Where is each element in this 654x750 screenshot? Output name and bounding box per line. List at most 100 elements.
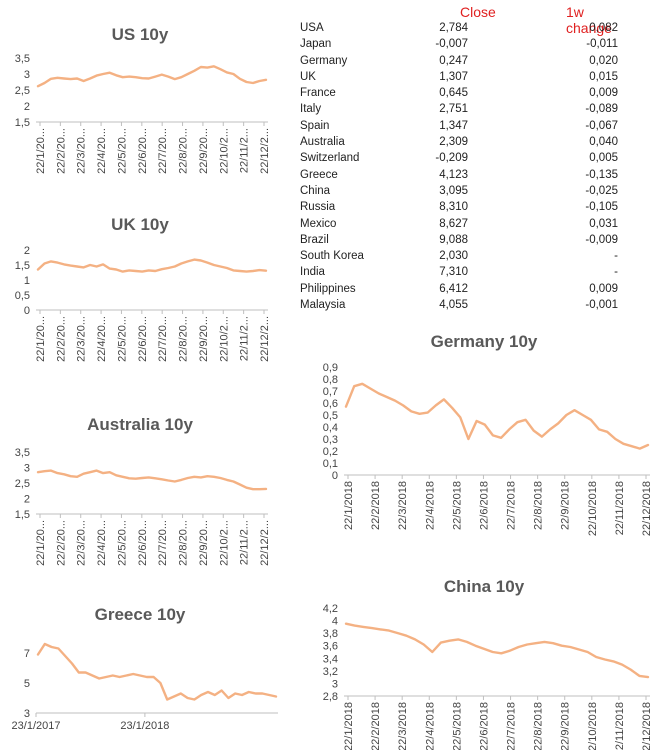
- x-tick-label: 23/1/2018: [120, 720, 169, 732]
- country-cell: South Korea: [300, 250, 364, 263]
- x-tick-label: 22/6/20...: [137, 520, 149, 566]
- country-cell: Italy: [300, 103, 322, 116]
- y-tick-label: 0,2: [323, 446, 338, 458]
- change-cell: -0,067: [585, 119, 618, 132]
- x-tick-label: 22/11/2018: [614, 702, 626, 750]
- table-row: USA 2,784 0,082: [298, 22, 628, 38]
- change-cell: -0,011: [586, 38, 618, 51]
- y-tick-label: 3,6: [323, 641, 338, 653]
- table-row: Brazil 9,088 -0,009: [298, 234, 628, 250]
- x-tick-label: 22/3/2018: [397, 702, 409, 750]
- close-cell: -0,007: [435, 38, 468, 51]
- y-tick-label: 0,3: [323, 434, 338, 446]
- x-tick-label: 22/2/20...: [55, 520, 67, 566]
- change-cell: -: [614, 266, 618, 279]
- close-cell: 2,784: [439, 22, 468, 34]
- x-tick-label: 22/10/2...: [218, 316, 230, 362]
- y-tick-label: 0,6: [323, 398, 338, 410]
- x-tick-label: 22/9/20...: [198, 128, 210, 174]
- x-tick-label: 22/6/20...: [137, 316, 149, 362]
- close-cell: 1,307: [439, 70, 468, 83]
- y-tick-label: 4,2: [323, 603, 338, 615]
- china-10y-chart: China 10y 2,8 3 3,2 3,4 3,6 3,8 4 4,2 22/1/2018 22…: [292, 570, 654, 750]
- x-tick-label: 22/2/2018: [370, 481, 382, 530]
- x-tick-label: 22/7/2018: [506, 702, 518, 750]
- y-tick-label: 0,4: [323, 422, 338, 434]
- germany-chart-svg: Germany 10y 00,10,20,30,40,50,60,70,80,9 2…: [323, 332, 653, 536]
- x-tick-label: 22/12/2...: [259, 520, 271, 566]
- y-tick-label: 0: [332, 470, 338, 482]
- y-tick-label: 3: [24, 463, 30, 475]
- x-tick-label: 22/10/2018: [587, 702, 599, 750]
- x-tick-label: 22/12/2...: [259, 316, 271, 362]
- chart-title: Germany 10y: [431, 332, 538, 351]
- close-cell: 2,751: [439, 103, 468, 116]
- change-cell: 0,015: [589, 70, 618, 83]
- y-tick-label: 1,5: [15, 260, 30, 272]
- table-row: Australia 2,309 0,040: [298, 136, 628, 152]
- x-tick-label: 22/8/2018: [533, 702, 545, 750]
- x-tick-label: 22/3/20...: [76, 520, 88, 566]
- y-tick-label: 0,7: [323, 386, 338, 398]
- germany-10y-chart: Germany 10y 0 0,1 0,2 0,3 0,4 0,5 0,6 0,7 0,8 0,9 2…: [292, 325, 654, 545]
- y-tick-label: 1: [24, 275, 30, 287]
- us-chart-svg: US 10y 1,5 2 2,5 3 3,5 22/1/20... 22/2/20... 22/…: [15, 25, 271, 174]
- change-cell: 0,031: [589, 217, 618, 230]
- change-cell: -: [614, 250, 618, 263]
- close-header: Close: [460, 4, 496, 20]
- country-cell: UK: [300, 70, 316, 83]
- series-line: [344, 382, 650, 450]
- x-tick-label: 22/10/2...: [218, 128, 230, 174]
- series-line: [36, 65, 268, 88]
- x-tick-label: 22/4/20...: [96, 316, 108, 362]
- x-tick-label: 23/1/2017: [12, 720, 61, 732]
- close-cell: 3,095: [439, 184, 468, 197]
- x-tick-label: 22/5/2018: [451, 702, 463, 750]
- table-row: Greece 4,123 -0,135: [298, 169, 628, 185]
- x-tick-label: 22/9/2018: [560, 481, 572, 530]
- x-tick-label: 22/8/20...: [178, 520, 190, 566]
- close-cell: -0,209: [435, 152, 468, 165]
- x-tick-label: 22/5/20...: [116, 316, 128, 362]
- series-line: [344, 622, 650, 679]
- x-tick-label: 22/12/2018: [641, 702, 653, 750]
- x-tick-label: 22/2/20...: [55, 128, 67, 174]
- chart-title: Greece 10y: [95, 605, 186, 624]
- y-tick-label: 1,5: [15, 117, 30, 129]
- y-tick-label: 3,4: [323, 653, 338, 665]
- x-tick-label: 22/3/20...: [76, 128, 88, 174]
- y-tick-label: 3,8: [323, 628, 338, 640]
- y-tick-label: 3,5: [15, 447, 30, 459]
- series-line: [36, 469, 268, 491]
- x-tick-label: 22/4/20...: [96, 520, 108, 566]
- table-row: Malaysia 4,055 -0,001: [298, 299, 628, 315]
- close-cell: 7,310: [439, 266, 468, 279]
- table-header: Close 1w change: [298, 4, 628, 36]
- y-tick-label: 2,5: [15, 478, 30, 490]
- australia-10y-chart: Australia 10y 1,5 2 2,5 3 3,5 22/1/20... 22/2/2…: [0, 408, 290, 598]
- country-cell: Philippines: [300, 282, 356, 295]
- country-cell: France: [300, 87, 336, 100]
- uk-chart-svg: UK 10y 0 0,5 1 1,5 2 22/1/20... 22/2/20... 22/3/…: [15, 215, 271, 362]
- country-cell: Malaysia: [300, 299, 346, 312]
- x-tick-label: 22/12/2...: [259, 128, 271, 174]
- close-cell: 2,309: [439, 136, 468, 149]
- china-chart-svg: China 10y 2,833,23,43,63,844,2 22/1/2018 22…: [323, 577, 653, 750]
- x-tick-label: 22/1/20...: [35, 128, 47, 174]
- table-row: Italy 2,751 -0,089: [298, 103, 628, 119]
- x-tick-label: 22/7/20...: [157, 316, 169, 362]
- greece-chart-svg: Greece 10y 3 5 7 23/1/2017 23/1/2018: [12, 605, 278, 732]
- series-line: [36, 642, 278, 701]
- close-cell: 8,627: [439, 217, 468, 230]
- change-cell: 0,040: [589, 136, 618, 149]
- x-tick-label: 22/7/2018: [506, 481, 518, 530]
- table-row: Germany 0,247 0,020: [298, 55, 628, 71]
- close-cell: 6,412: [439, 282, 468, 295]
- x-tick-label: 22/3/2018: [397, 481, 409, 530]
- x-tick-label: 22/11/2...: [239, 128, 251, 173]
- x-tick-label: 22/9/20...: [198, 316, 210, 362]
- x-tick-label: 22/7/20...: [157, 128, 169, 174]
- y-tick-label: 3: [24, 708, 30, 720]
- x-tick-label: 22/4/20...: [96, 128, 108, 174]
- x-tick-label: 22/11/2018: [614, 481, 626, 535]
